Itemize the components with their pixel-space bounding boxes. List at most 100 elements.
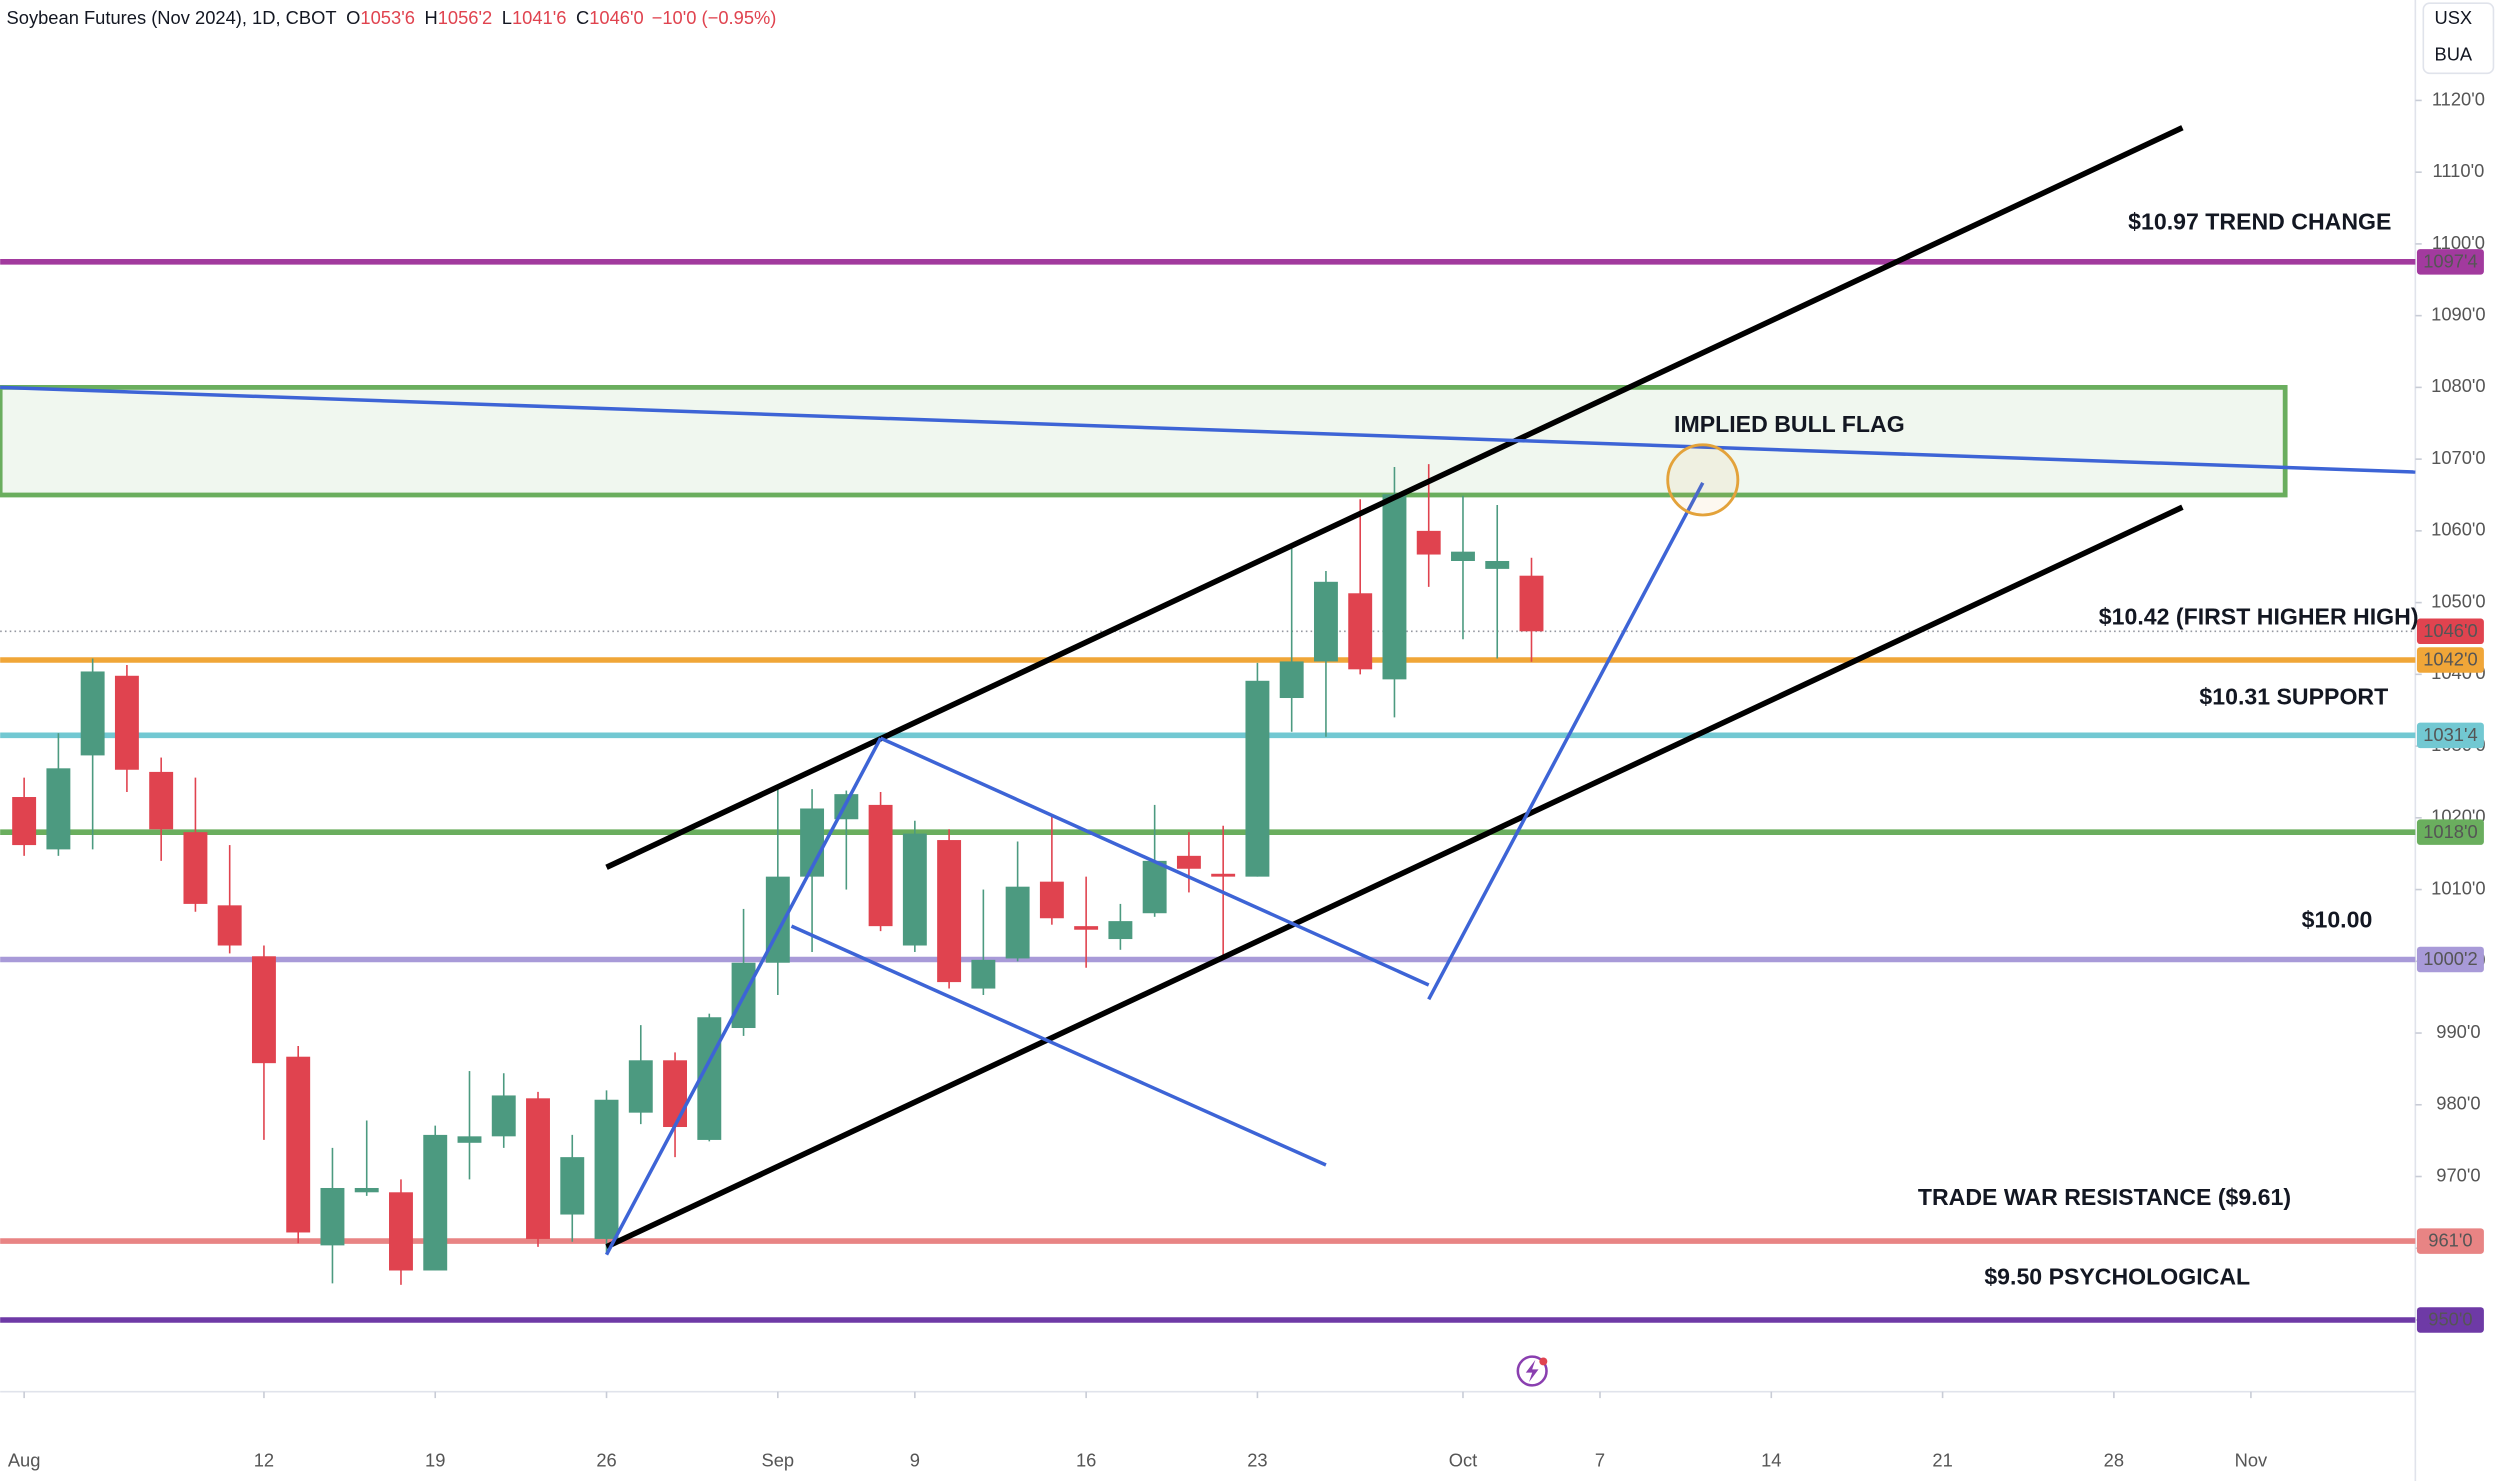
currency-button[interactable]: BUA	[2434, 44, 2472, 65]
candle-body	[1005, 886, 1030, 959]
candle-body	[149, 771, 174, 830]
candle-body	[1382, 494, 1407, 680]
candle-body	[114, 675, 139, 770]
candle-body	[251, 956, 276, 1064]
y-tick-label: 1050'0	[2431, 590, 2485, 611]
candle-body	[46, 768, 71, 850]
annotation: TRADE WAR RESISTANCE ($9.61)	[1918, 1184, 2291, 1210]
candle-body	[1279, 661, 1304, 699]
target-circle	[1666, 443, 1740, 517]
price-tag	[2416, 819, 2484, 845]
x-tick-label: 9	[910, 1450, 920, 1471]
x-tick-label: 14	[1761, 1450, 1781, 1471]
trendline	[605, 125, 2184, 870]
symbol: Soybean Futures (Nov 2024), 1D, CBOT	[7, 7, 337, 28]
y-tick-label: 1070'0	[2431, 447, 2485, 468]
candle-body	[320, 1187, 345, 1246]
trendline	[605, 504, 2184, 1250]
candle-body	[183, 832, 208, 904]
price-tag	[2416, 647, 2484, 673]
price-tag	[2416, 1228, 2484, 1254]
price-tag-label: 1097'4	[2423, 250, 2477, 271]
candle-body	[80, 671, 105, 756]
y-tick-label: 980'0	[2436, 1093, 2480, 1114]
x-tick-label: 23	[1247, 1450, 1267, 1471]
y-tick-label: 1090'0	[2431, 303, 2485, 324]
candle-body	[628, 1060, 653, 1113]
x-tick-label: Oct	[1449, 1450, 1478, 1471]
ohlc-value: 1056'2	[438, 7, 492, 28]
x-tick-label: 21	[1932, 1450, 1952, 1471]
annotation: $10.31 SUPPORT	[2199, 683, 2388, 709]
x-tick-label: Aug	[8, 1450, 41, 1471]
price-tag	[2416, 1307, 2484, 1333]
candle-body	[12, 797, 37, 846]
candle-body	[868, 804, 893, 927]
candle-body	[560, 1157, 585, 1215]
x-tick-label: 26	[596, 1450, 616, 1471]
candle-body	[1519, 575, 1544, 632]
y-tick-label: 1110'0	[2433, 160, 2485, 181]
candle-body	[971, 959, 996, 989]
zone	[0, 384, 2288, 498]
y-tick-label: 1060'0	[2431, 519, 2485, 540]
candle-body	[902, 833, 927, 946]
candle-body	[594, 1099, 619, 1239]
y-tick-label: 1010'0	[2431, 877, 2485, 898]
candle-body	[663, 1060, 687, 1128]
annotation: $10.97 TREND CHANGE	[2128, 208, 2391, 234]
candle-body	[1416, 530, 1441, 555]
annotation: IMPLIED BULL FLAG	[1674, 411, 1905, 437]
y-tick-label: 1120'0	[2432, 88, 2485, 109]
candle-body	[423, 1134, 448, 1271]
drawings-layer	[0, 125, 2416, 1256]
candle-body	[1245, 680, 1270, 877]
candle-body	[354, 1187, 379, 1193]
currency-button[interactable]: USX	[2434, 7, 2472, 28]
currency-box[interactable]	[2422, 2, 2495, 75]
x-tick-label: 28	[2104, 1450, 2124, 1471]
candle-body	[526, 1098, 550, 1239]
ohlc-key: H	[424, 7, 437, 28]
trendline	[604, 737, 883, 1256]
annotation: $10.42 (FIRST HIGHER HIGH)	[2099, 604, 2419, 630]
price-tag-label: 961'0	[2428, 1230, 2472, 1251]
candle-body	[1211, 873, 1236, 877]
price-tags: 1097'4 1042'0 1031'4 1018'0 1000'2 961'0 950'0…	[2416, 249, 2484, 1333]
annotation: $9.50 PSYCHOLOGICAL	[1984, 1264, 2250, 1290]
candle-body	[1485, 560, 1510, 569]
price-tag-label: 1000'2	[2423, 948, 2477, 969]
trendline	[879, 736, 1430, 987]
x-tick-label: 12	[254, 1450, 274, 1471]
x-tick-label: 19	[425, 1450, 445, 1471]
y-tick-label: 1100'0	[2432, 232, 2485, 253]
price-tag-label: 1031'4	[2423, 724, 2477, 745]
price-tag-label: 1042'0	[2423, 649, 2477, 670]
x-tick-label: Sep	[762, 1450, 795, 1471]
ohlc-value: 1053'6	[360, 7, 414, 28]
candle-body	[1142, 860, 1167, 914]
candle-body	[1451, 551, 1475, 561]
price-tag	[2416, 618, 2484, 645]
annotations: $10.97 TREND CHANGE IMPLIED BULL FLAG $10.…	[1674, 208, 2418, 1289]
candle-body	[1176, 855, 1201, 869]
price-tag	[2416, 946, 2484, 973]
ohlc-value: 1046'0	[589, 7, 643, 28]
y-tick-label: 990'0	[2436, 1021, 2480, 1042]
candle-body	[457, 1136, 482, 1143]
ohlc-key: O	[346, 7, 360, 28]
alert-icon[interactable]	[1516, 1355, 1548, 1387]
candle-body	[1108, 921, 1133, 940]
price-tag-label: 1046'0	[2423, 620, 2477, 641]
price-tag-label: 1018'0	[2423, 821, 2477, 842]
price-tag-label: 950'0	[2428, 1309, 2472, 1330]
candle-body	[1348, 593, 1373, 670]
ohlc-value: 1041'6	[512, 7, 566, 28]
annotation: $10.00	[2302, 907, 2373, 933]
change: −10'0 (−0.95%)	[652, 7, 777, 28]
candle-body	[389, 1192, 413, 1271]
candle-body	[286, 1056, 311, 1233]
candle-body	[217, 905, 242, 946]
